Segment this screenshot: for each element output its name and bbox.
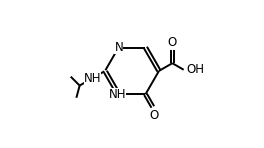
Text: NH: NH: [109, 88, 126, 101]
Text: OH: OH: [186, 63, 204, 76]
Text: NH: NH: [84, 72, 101, 85]
Text: O: O: [168, 36, 177, 49]
Text: O: O: [149, 108, 158, 122]
Text: N: N: [114, 41, 123, 54]
